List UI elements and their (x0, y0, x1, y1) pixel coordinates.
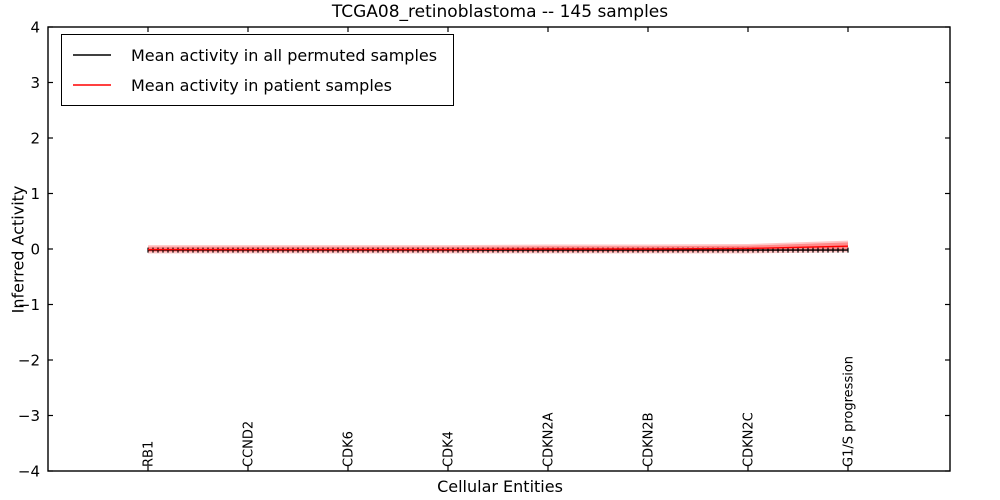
legend-entry-patient: Mean activity in patient samples (73, 72, 441, 98)
x-tick-label: CDK4 (442, 431, 457, 467)
x-tick-label: G1/S progression (842, 356, 857, 467)
x-tick-label: CDK6 (342, 431, 357, 467)
legend-entry-permuted: Mean activity in all permuted samples (73, 42, 441, 68)
x-tick-label: CDKN2A (542, 412, 557, 467)
legend-label-patient: Mean activity in patient samples (131, 75, 392, 95)
y-tick-label: 2 (30, 130, 40, 148)
y-tick-label: −4 (18, 463, 40, 481)
x-tick-label: RB1 (142, 441, 157, 467)
y-tick-label: 3 (30, 74, 40, 92)
x-tick-label: CDKN2B (642, 412, 657, 467)
x-axis-label: Cellular Entities (437, 477, 563, 496)
x-tick-label: CCND2 (242, 421, 257, 467)
chart-title: TCGA08_retinoblastoma -- 145 samples (331, 2, 669, 22)
y-tick-label: −3 (18, 407, 40, 425)
y-tick-label: −1 (18, 296, 40, 314)
permuted-line-swatch (73, 54, 111, 56)
y-tick-label: 4 (30, 19, 40, 37)
y-tick-label: 0 (30, 241, 40, 259)
series-line-1 (148, 245, 849, 251)
y-tick-label: 1 (30, 185, 40, 203)
legend-label-permuted: Mean activity in all permuted samples (131, 45, 438, 65)
patient-line-swatch (73, 84, 111, 86)
x-tick-label: CDKN2C (742, 412, 757, 467)
y-tick-label: −2 (18, 352, 40, 370)
legend: Mean activity in all permuted samples Me… (61, 34, 455, 106)
